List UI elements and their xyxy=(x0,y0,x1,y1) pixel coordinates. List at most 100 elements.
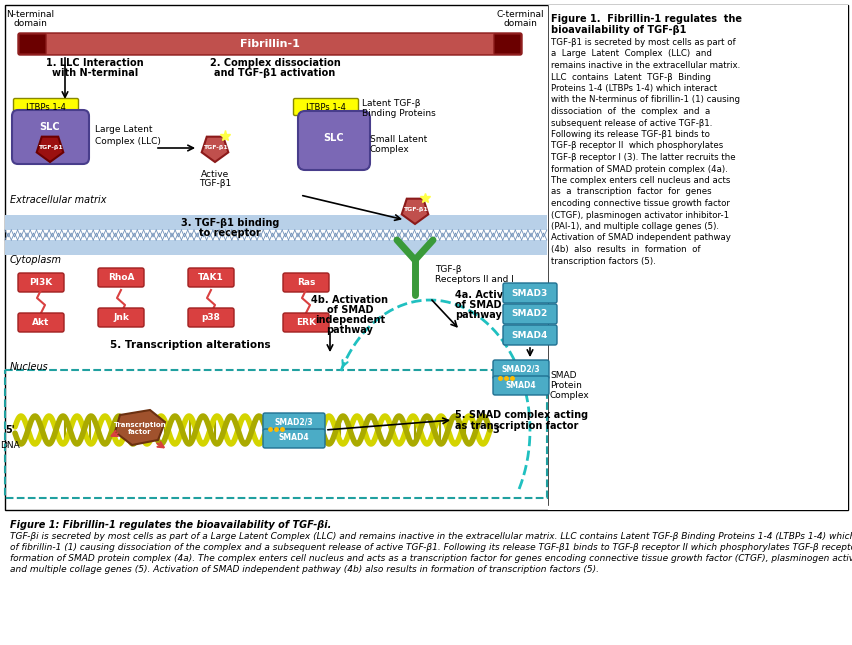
FancyBboxPatch shape xyxy=(187,308,233,327)
Text: C-terminal: C-terminal xyxy=(496,10,544,19)
FancyBboxPatch shape xyxy=(503,304,556,324)
Text: TGF-β1: TGF-β1 xyxy=(199,179,231,188)
Text: TGF-β1 is secreted by most cells as part of: TGF-β1 is secreted by most cells as part… xyxy=(550,38,734,47)
Text: as transcription factor: as transcription factor xyxy=(454,421,578,431)
Text: Nucleus: Nucleus xyxy=(10,362,49,372)
Text: Ras: Ras xyxy=(296,278,315,287)
FancyBboxPatch shape xyxy=(187,268,233,287)
Text: Transcription
factor: Transcription factor xyxy=(113,421,166,435)
FancyBboxPatch shape xyxy=(262,429,325,448)
Text: TGF-βi is secreted by most cells as part of a Large Latent Complex (LLC) and rem: TGF-βi is secreted by most cells as part… xyxy=(10,532,852,541)
Text: PI3K: PI3K xyxy=(29,278,53,287)
Text: TGF-β1: TGF-β1 xyxy=(203,146,227,150)
Text: subsequent release of active TGF-β1.: subsequent release of active TGF-β1. xyxy=(550,119,711,128)
Text: SMAD3: SMAD3 xyxy=(511,288,548,297)
FancyBboxPatch shape xyxy=(14,99,78,115)
Text: Jnk: Jnk xyxy=(113,313,129,322)
Bar xyxy=(5,5,847,510)
FancyBboxPatch shape xyxy=(12,110,89,164)
FancyBboxPatch shape xyxy=(18,313,64,332)
Text: bioavailability of TGF-β1: bioavailability of TGF-β1 xyxy=(550,25,686,35)
Text: pathway: pathway xyxy=(454,310,501,320)
Bar xyxy=(5,370,546,498)
Text: SMAD4: SMAD4 xyxy=(505,381,536,390)
Text: of SMAD: of SMAD xyxy=(326,305,373,315)
Text: The complex enters cell nucleus and acts: The complex enters cell nucleus and acts xyxy=(550,176,729,185)
Text: TAK1: TAK1 xyxy=(198,273,223,282)
Text: independent: independent xyxy=(314,315,384,325)
Text: dissociation  of  the  complex  and  a: dissociation of the complex and a xyxy=(550,107,710,116)
Text: ERK: ERK xyxy=(296,318,315,327)
Text: p38: p38 xyxy=(201,313,220,322)
Text: SLC: SLC xyxy=(323,133,344,143)
Text: LTBPs 1-4: LTBPs 1-4 xyxy=(26,103,66,112)
Text: SMAD4: SMAD4 xyxy=(279,433,309,442)
Text: Cytoplasm: Cytoplasm xyxy=(10,255,62,265)
Text: formation of SMAD protein complex (4a).: formation of SMAD protein complex (4a). xyxy=(550,164,727,174)
Text: remains inactive in the extracellular matrix.: remains inactive in the extracellular ma… xyxy=(550,61,740,70)
Text: Latent TGF-β: Latent TGF-β xyxy=(361,99,420,108)
FancyBboxPatch shape xyxy=(493,34,521,54)
Text: DNA: DNA xyxy=(0,441,20,450)
Text: Figure 1: Fibrillin-1 regulates the bioavailability of TGF-βi.: Figure 1: Fibrillin-1 regulates the bioa… xyxy=(10,520,331,530)
Text: LTBPs 1-4: LTBPs 1-4 xyxy=(306,103,346,112)
Text: 5. SMAD complex acting: 5. SMAD complex acting xyxy=(454,410,587,420)
Text: pathway: pathway xyxy=(326,325,373,335)
Text: transcription factors (5).: transcription factors (5). xyxy=(550,257,655,266)
Text: Akt: Akt xyxy=(32,318,49,327)
Text: and multiple collage genes (5). Activation of SMAD independent pathway (4b) also: and multiple collage genes (5). Activati… xyxy=(10,565,598,574)
Text: 4a. Activation: 4a. Activation xyxy=(454,290,531,300)
FancyBboxPatch shape xyxy=(98,268,144,287)
Text: TGF-β1: TGF-β1 xyxy=(402,208,427,212)
Bar xyxy=(5,215,546,230)
Bar xyxy=(547,5,847,510)
Text: SMAD2/3: SMAD2/3 xyxy=(501,364,539,373)
Text: (PAI-1), and multiple collage genes (5).: (PAI-1), and multiple collage genes (5). xyxy=(550,222,718,231)
FancyBboxPatch shape xyxy=(293,99,358,115)
Text: Figure 1.  Fibrillin-1 regulates  the: Figure 1. Fibrillin-1 regulates the xyxy=(550,14,741,24)
Text: TGF-β receptor I (3). The latter recruits the: TGF-β receptor I (3). The latter recruit… xyxy=(550,153,734,162)
FancyBboxPatch shape xyxy=(503,325,556,345)
Text: TGF-β1: TGF-β1 xyxy=(37,146,62,150)
Text: with N-terminal: with N-terminal xyxy=(52,68,138,78)
Text: Complex: Complex xyxy=(550,390,589,399)
Text: Complex (LLC): Complex (LLC) xyxy=(95,137,161,146)
FancyBboxPatch shape xyxy=(19,34,46,54)
FancyBboxPatch shape xyxy=(297,111,370,170)
Text: 5': 5' xyxy=(5,425,14,435)
Text: N-terminal: N-terminal xyxy=(6,10,54,19)
Bar xyxy=(5,240,546,255)
Text: 2. Complex dissociation: 2. Complex dissociation xyxy=(210,58,340,68)
Text: SMAD2/3: SMAD2/3 xyxy=(274,417,313,426)
FancyBboxPatch shape xyxy=(262,413,325,432)
Text: LLC  contains  Latent  TGF-β  Binding: LLC contains Latent TGF-β Binding xyxy=(550,72,710,81)
Text: formation of SMAD protein complex (4a). The complex enters cell nucleus and acts: formation of SMAD protein complex (4a). … xyxy=(10,554,852,563)
Text: Protein: Protein xyxy=(550,381,581,390)
Text: Receptors II and I: Receptors II and I xyxy=(435,275,513,284)
Text: and TGF-β1 activation: and TGF-β1 activation xyxy=(214,68,335,78)
Text: Binding Proteins: Binding Proteins xyxy=(361,110,435,119)
Text: Active: Active xyxy=(200,170,229,179)
Text: TGF-β receptor II  which phosphorylates: TGF-β receptor II which phosphorylates xyxy=(550,141,722,150)
Polygon shape xyxy=(37,137,63,162)
Text: Complex: Complex xyxy=(370,146,409,155)
Text: Following its release TGF-β1 binds to: Following its release TGF-β1 binds to xyxy=(550,130,709,139)
FancyBboxPatch shape xyxy=(283,273,329,292)
Text: to receptor: to receptor xyxy=(199,228,261,238)
Polygon shape xyxy=(115,410,164,445)
FancyBboxPatch shape xyxy=(98,308,144,327)
Text: as  a  transcription  factor  for  genes: as a transcription factor for genes xyxy=(550,188,711,197)
Text: a  Large  Latent  Complex  (LLC)  and: a Large Latent Complex (LLC) and xyxy=(550,50,711,59)
FancyBboxPatch shape xyxy=(503,283,556,303)
Text: encoding connective tissue growth factor: encoding connective tissue growth factor xyxy=(550,199,729,208)
Text: Large Latent: Large Latent xyxy=(95,126,153,135)
Text: SMAD: SMAD xyxy=(550,370,576,379)
Text: TGF-β: TGF-β xyxy=(435,266,461,275)
Text: 4b. Activation: 4b. Activation xyxy=(311,295,388,305)
FancyBboxPatch shape xyxy=(18,33,521,55)
Text: 1. LLC Interaction: 1. LLC Interaction xyxy=(46,58,144,68)
Text: Small Latent: Small Latent xyxy=(370,135,427,144)
Text: of SMAD: of SMAD xyxy=(454,300,501,310)
Text: 5. Transcription alterations: 5. Transcription alterations xyxy=(110,340,270,350)
Polygon shape xyxy=(201,137,228,162)
